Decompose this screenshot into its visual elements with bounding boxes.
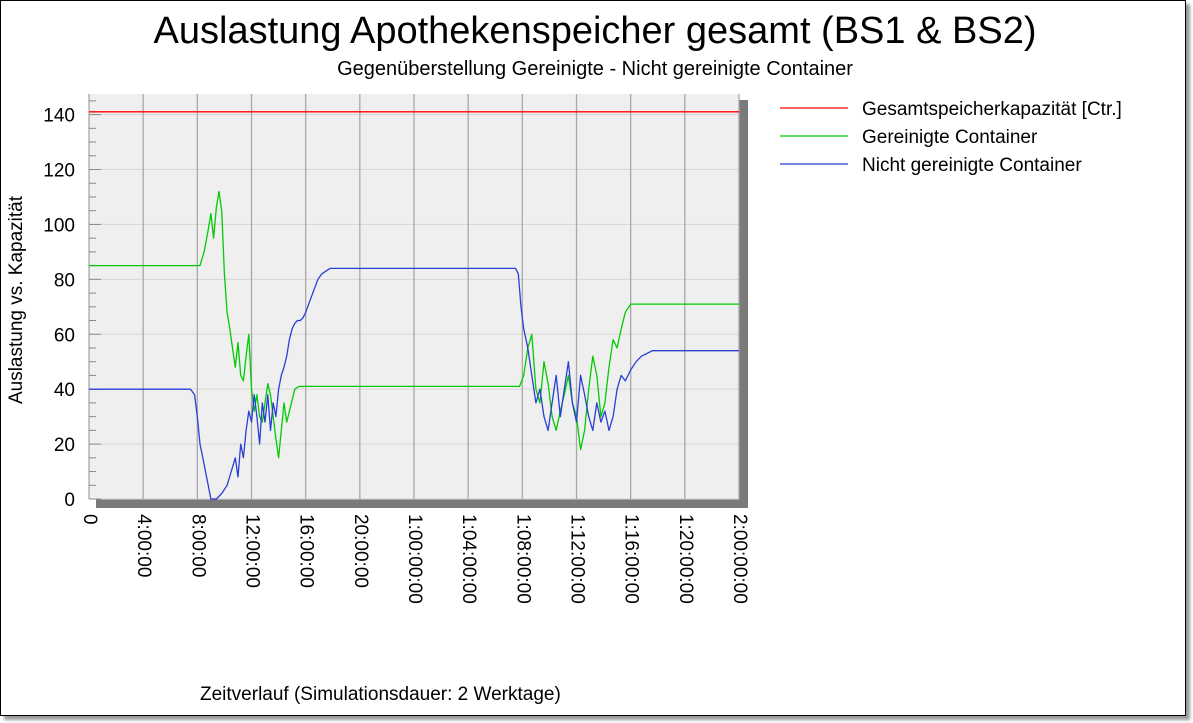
y-tick-labels: 0 20 40 60 80 100 120 140 [43,106,75,511]
y-tick-label: 120 [43,161,75,182]
x-tick-label: 1:20:00:00 [675,514,696,604]
x-tick-label: 0 [79,514,100,525]
legend-label: Gereinigte Container [862,127,1038,148]
y-tick-label: 40 [54,380,75,401]
y-tick-label: 0 [64,490,75,511]
legend: Gesamtspeicherkapazität [Ctr.] Gereinigte… [780,99,1122,176]
grid [88,94,740,500]
y-tick-label: 140 [43,106,75,127]
y-tick-label: 80 [54,270,75,291]
y-tick-label: 20 [54,435,75,456]
x-tick-label: 1:16:00:00 [621,514,642,604]
x-tick-label: 2:00:00:00 [729,514,750,604]
y-tick-label: 100 [43,215,75,236]
x-tick-label: 8:00:00 [187,514,208,577]
x-tick-labels: 0 4:00:00 8:00:00 12:00:00 16:00:00 20:00:00 1… [79,514,750,604]
x-tick-label: 1:00:00:00 [404,514,425,604]
series-lines [89,111,739,500]
x-tick-label: 1:08:00:00 [512,514,533,604]
x-tick-label: 4:00:00 [133,514,154,577]
x-tick-label: 1:04:00:00 [458,514,479,604]
legend-label: Nicht gereinigte Container [862,155,1082,176]
x-tick-label: 20:00:00 [350,514,371,588]
x-axis-label: Zeitverlauf (Simulationsdauer: 2 Werktag… [200,684,561,705]
y-tick-label: 60 [54,325,75,346]
series-line [89,190,739,459]
legend-label: Gesamtspeicherkapazität [Ctr.] [862,99,1122,120]
series-line [89,267,739,500]
x-tick-label: 1:12:00:00 [566,514,587,604]
x-tick-label: 16:00:00 [296,514,317,588]
chart-title: Auslastung Apothekenspeicher gesamt (BS1… [153,10,1037,52]
x-tick-label: 12:00:00 [241,514,262,588]
chart-subtitle: Gegenüberstellung Gereinigte - Nicht ger… [337,58,853,80]
